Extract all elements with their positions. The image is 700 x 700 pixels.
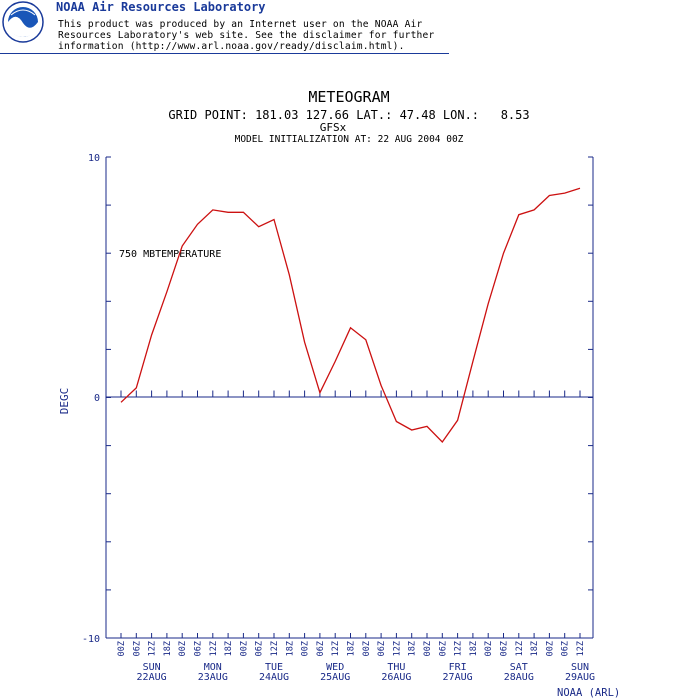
x-tick-label: 12Z [209, 641, 219, 656]
header-divider [0, 53, 449, 54]
chart-subtitle: GRID POINT: 181.03 127.66 LAT.: 47.48 LO… [168, 108, 529, 122]
chart-title: METEOGRAM [308, 88, 389, 106]
x-tick-labels: 00Z 06Z 12Z 18Z 00Z 06Z 12Z 18Z 00Z 06Z 12Z 18Z 00Z 0… [117, 641, 586, 656]
day-name-label: TUE [265, 662, 283, 673]
y-axis-label: DEGC [58, 388, 71, 415]
x-tick-label: 18Z [347, 641, 357, 656]
day-date-label: 22AUG [137, 672, 167, 683]
brand-link[interactable]: NOAA Air Resources Laboratory [56, 0, 266, 14]
x-tick-label: 06Z [438, 641, 448, 656]
x-tick-label: 12Z [392, 641, 402, 656]
y-tick-label-top: 10 [88, 153, 100, 164]
x-tick-label: 18Z [285, 641, 295, 656]
x-axis-ticks [120, 390, 581, 638]
x-tick-label: 06Z [377, 641, 387, 656]
x-tick-label: 18Z [224, 641, 234, 656]
y-tick-label-zero: 0 [94, 393, 100, 404]
disclaimer-line: This product was produced by an Internet… [58, 19, 423, 30]
x-tick-label: 00Z [545, 641, 555, 656]
x-tick-label: 00Z [362, 641, 372, 656]
x-tick-label: 12Z [270, 641, 280, 656]
day-name-label: SUN [143, 662, 161, 673]
day-date-label: 23AUG [198, 672, 228, 683]
x-tick-label: 00Z [117, 641, 127, 656]
day-date-label: 27AUG [443, 672, 473, 683]
day-date-label: 25AUG [320, 672, 350, 683]
x-tick-label: 06Z [255, 641, 265, 656]
x-tick-label: 00Z [484, 641, 494, 656]
temperature-series-line [120, 187, 581, 444]
day-date-label: 28AUG [504, 672, 534, 683]
x-tick-label: 12Z [331, 641, 341, 656]
x-tick-label: 00Z [301, 641, 311, 656]
y-minor-ticks [106, 156, 593, 639]
x-tick-label: 12Z [454, 641, 464, 656]
x-tick-label: 18Z [408, 641, 418, 656]
day-name-label: SUN [571, 662, 589, 673]
header: NOAA Air Resources Laboratory This produ… [0, 0, 460, 56]
x-tick-label: 06Z [194, 641, 204, 656]
day-name-label: FRI [449, 662, 467, 673]
x-tick-label: 00Z [239, 641, 249, 656]
x-tick-label: 18Z [163, 641, 173, 656]
day-name-label: SAT [510, 662, 528, 673]
x-tick-label: 12Z [515, 641, 525, 656]
day-date-label: 29AUG [565, 672, 595, 683]
x-tick-label: 06Z [561, 641, 571, 656]
day-name-label: WED [326, 662, 344, 673]
x-tick-label: 00Z [423, 641, 433, 656]
x-tick-label: 18Z [469, 641, 479, 656]
credit-label: NOAA (ARL) [557, 687, 620, 699]
noaa-logo-icon [2, 1, 44, 43]
day-name-label: THU [387, 662, 405, 673]
day-date-label: 24AUG [259, 672, 289, 683]
x-tick-label: 12Z [148, 641, 158, 656]
x-tick-label: 06Z [132, 641, 142, 656]
x-tick-label: 06Z [500, 641, 510, 656]
day-date-label: 26AUG [381, 672, 411, 683]
x-tick-label: 00Z [178, 641, 188, 656]
x-tick-label: 12Z [576, 641, 586, 656]
x-tick-label: 06Z [316, 641, 326, 656]
chart-model: GFSx [320, 121, 347, 134]
y-tick-label-bottom: -10 [82, 634, 100, 645]
x-tick-label: 18Z [530, 641, 540, 656]
day-labels: SUN22AUGMON23AUGTUE24AUGWED25AUGTHU26AUG… [137, 662, 596, 683]
disclaimer-line: Resources Laboratory's web site. See the… [58, 30, 435, 41]
day-name-label: MON [204, 662, 222, 673]
chart-init-line: MODEL INITIALIZATION AT: 22 AUG 2004 00Z [235, 134, 464, 145]
disclaimer-line: information (http://www.arl.noaa.gov/rea… [58, 41, 405, 52]
series-label: 750 MBTEMPERATURE [119, 249, 221, 260]
